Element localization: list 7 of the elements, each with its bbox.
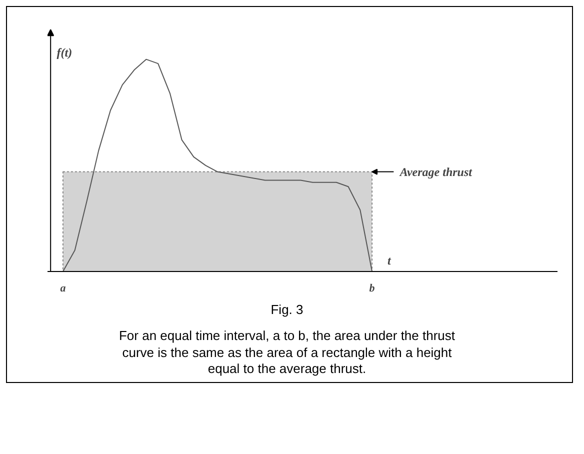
caption: Fig. 3 (270, 302, 304, 318)
band-label: Average thrust (398, 164, 473, 179)
x-tick-label: a (60, 282, 66, 294)
x-axis-title: t (388, 253, 392, 268)
x-tick-label: b (369, 282, 376, 294)
text: For an equal time interval, a to b, the area under the thrust curve is the same as the area of a rectangle with a height equal to the average thrust. (118, 328, 456, 377)
y-axis-title: f(t) (56, 45, 72, 60)
